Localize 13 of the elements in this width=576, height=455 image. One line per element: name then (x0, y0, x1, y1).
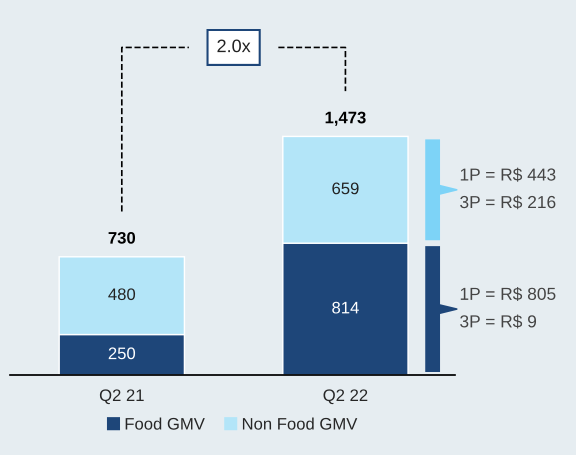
text: 2.0x (217, 40, 250, 52)
data-label: 250 (108, 347, 136, 360)
x-tick-label: Q2 21 (100, 389, 144, 404)
total-label: 730 (108, 232, 136, 244)
data-label: 659 (332, 182, 359, 194)
data-label: 814 (332, 302, 359, 314)
data-label: 480 (108, 288, 136, 300)
text: 1P = R$ 805 3P = R$ 9 (460, 286, 556, 329)
total-label: 1,473 (326, 112, 366, 126)
legend-label: Food GMV (126, 417, 205, 430)
x-tick-label: Q2 22 (324, 389, 368, 404)
text: 1P = R$ 443 3P = R$ 216 (460, 168, 556, 210)
legend-label: Non Food GMV (242, 417, 358, 430)
